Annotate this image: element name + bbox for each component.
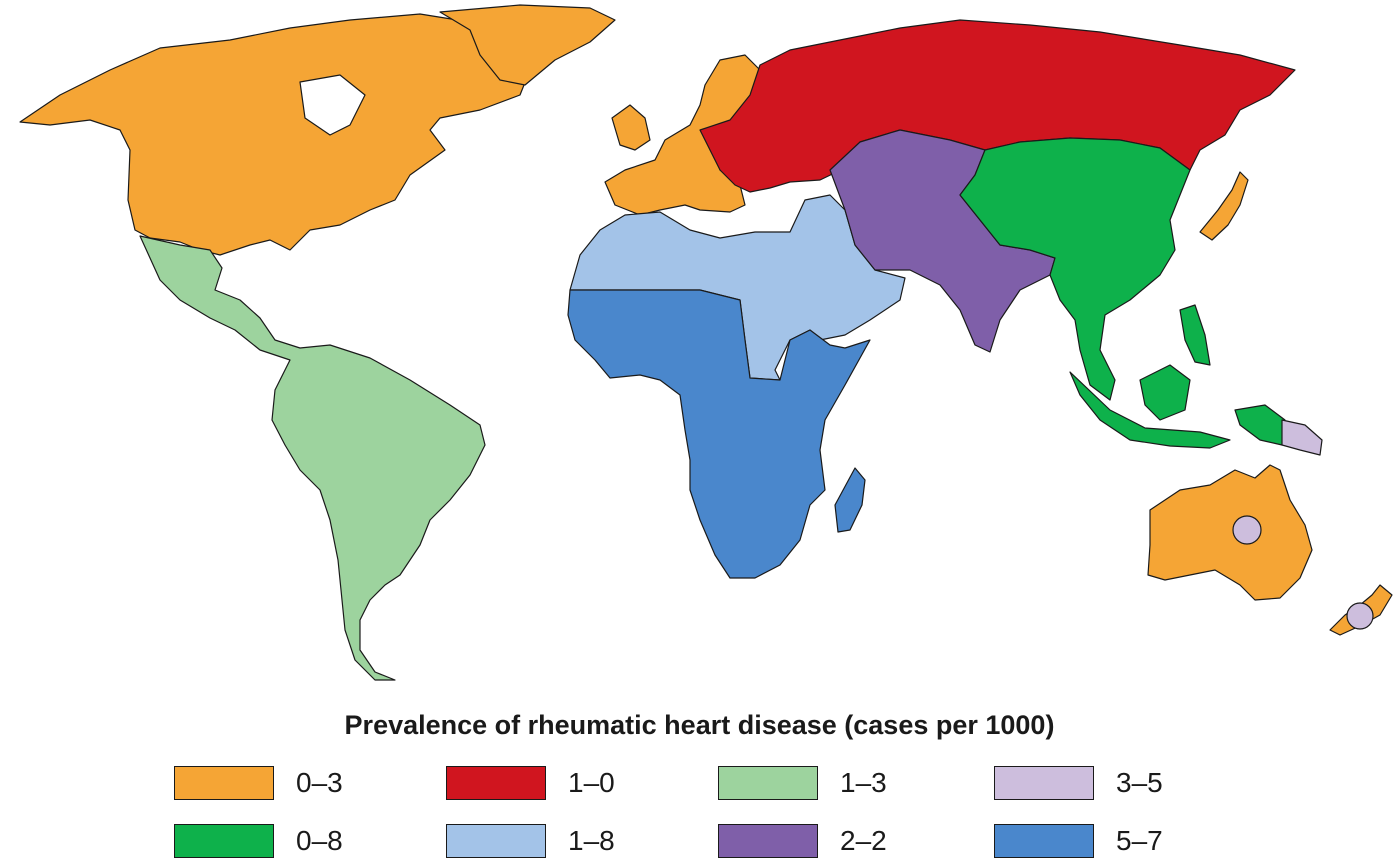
region-indonesia [1069, 371, 1231, 449]
region-uk [611, 104, 651, 151]
legend-label: 2–2 [840, 825, 887, 856]
legend-label: 1–0 [568, 767, 615, 798]
region-new-guinea-west [1234, 404, 1286, 446]
legend-swatch [718, 766, 818, 800]
region-latin-america [139, 235, 486, 681]
region-papua-new-guinea [1281, 419, 1323, 456]
legend-swatch [446, 766, 546, 800]
legend-swatch [174, 824, 274, 858]
legend: 0–3 1–0 1–3 3–5 0–8 1–8 2–2 5–7 [170, 766, 1370, 862]
region-borneo [1139, 364, 1191, 421]
legend-label: 1–3 [840, 767, 887, 798]
legend-title: Prevalence of rheumatic heart disease (c… [344, 710, 1055, 740]
region-hudson-bay [299, 74, 366, 136]
legend-label: 0–8 [296, 825, 343, 856]
legend-label: 1–8 [568, 825, 615, 856]
region-philippines [1179, 304, 1211, 366]
legend-swatch [994, 766, 1094, 800]
marker-aboriginal-australia [1232, 515, 1262, 545]
world-map [19, 4, 1393, 681]
region-north-america [19, 13, 531, 256]
legend-label: 3–5 [1116, 767, 1163, 798]
region-china-se-asia [959, 137, 1191, 401]
region-madagascar [834, 467, 866, 533]
legend-swatch [718, 824, 818, 858]
region-sub-saharan-africa [567, 289, 871, 579]
region-australia [1147, 464, 1313, 601]
legend-swatch [174, 766, 274, 800]
legend-label: 0–3 [296, 767, 343, 798]
marker-new-zealand-pacific [1346, 602, 1374, 630]
region-japan [1199, 171, 1249, 241]
legend-swatch [446, 824, 546, 858]
region-greenland [439, 4, 616, 86]
legend-label: 5–7 [1116, 825, 1163, 856]
legend-swatch [994, 824, 1094, 858]
